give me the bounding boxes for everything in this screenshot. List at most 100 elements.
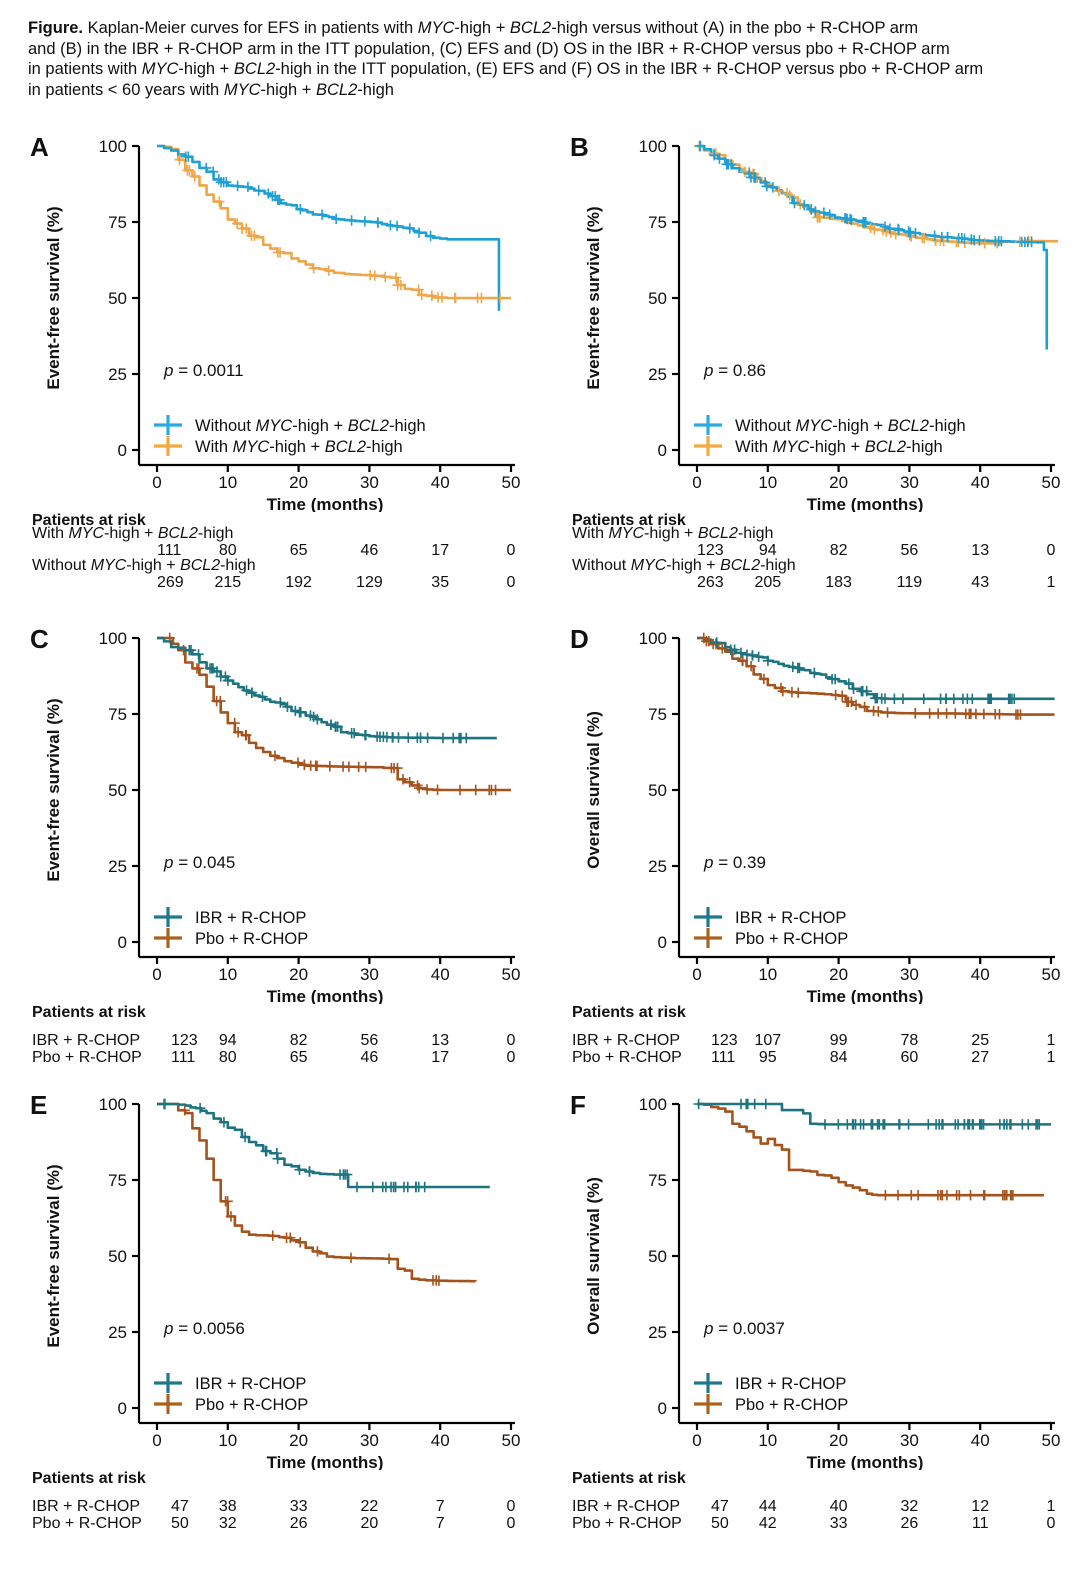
svg-text:Time (months): Time (months) <box>807 495 924 512</box>
svg-text:Pbo + R-CHOP: Pbo + R-CHOP <box>572 1049 682 1066</box>
svg-text:Event-free survival (%): Event-free survival (%) <box>44 1164 63 1347</box>
svg-text:50: 50 <box>502 473 521 492</box>
svg-text:50: 50 <box>711 1515 729 1532</box>
svg-text:20: 20 <box>829 473 848 492</box>
svg-text:46: 46 <box>361 542 379 559</box>
svg-text:Without MYC-high + BCL2-high: Without MYC-high + BCL2-high <box>32 557 256 574</box>
svg-text:Time (months): Time (months) <box>807 1453 924 1470</box>
svg-text:33: 33 <box>830 1515 848 1532</box>
svg-text:20: 20 <box>289 965 308 984</box>
svg-text:10: 10 <box>758 965 777 984</box>
svg-text:0: 0 <box>507 574 516 591</box>
svg-text:95: 95 <box>759 1049 777 1066</box>
svg-text:Event-free survival (%): Event-free survival (%) <box>44 698 63 881</box>
svg-text:17: 17 <box>431 1049 449 1066</box>
svg-text:38: 38 <box>219 1498 237 1515</box>
svg-text:50: 50 <box>648 289 667 308</box>
svg-text:50: 50 <box>648 1247 667 1266</box>
svg-text:F: F <box>570 1090 586 1120</box>
svg-text:100: 100 <box>99 1095 127 1114</box>
svg-text:20: 20 <box>361 1515 379 1532</box>
svg-text:25: 25 <box>108 365 127 384</box>
svg-text:0: 0 <box>118 441 127 460</box>
svg-text:1: 1 <box>1047 1498 1056 1515</box>
svg-text:D: D <box>570 624 589 654</box>
svg-text:75: 75 <box>108 705 127 724</box>
svg-text:20: 20 <box>289 1431 308 1450</box>
svg-text:Patients at risk: Patients at risk <box>572 1470 686 1487</box>
svg-text:40: 40 <box>971 1431 990 1450</box>
svg-text:Event-free survival (%): Event-free survival (%) <box>44 206 63 389</box>
svg-text:p = 0.0056: p = 0.0056 <box>163 1319 245 1338</box>
svg-text:Patients at risk: Patients at risk <box>32 1470 146 1487</box>
svg-text:30: 30 <box>900 1431 919 1450</box>
svg-text:99: 99 <box>830 1032 848 1049</box>
svg-text:40: 40 <box>830 1498 848 1515</box>
svg-text:60: 60 <box>901 1049 919 1066</box>
svg-text:0: 0 <box>692 965 701 984</box>
svg-text:0: 0 <box>118 933 127 952</box>
svg-text:Patients at risk: Patients at risk <box>572 1004 686 1021</box>
svg-text:40: 40 <box>431 1431 450 1450</box>
svg-text:E: E <box>30 1090 47 1120</box>
svg-text:13: 13 <box>971 542 989 559</box>
svg-text:50: 50 <box>171 1515 189 1532</box>
svg-text:84: 84 <box>830 1049 848 1066</box>
svg-text:20: 20 <box>829 1431 848 1450</box>
svg-text:50: 50 <box>108 1247 127 1266</box>
svg-text:32: 32 <box>901 1498 919 1515</box>
svg-text:0: 0 <box>692 473 701 492</box>
svg-text:0: 0 <box>658 441 667 460</box>
svg-text:123: 123 <box>711 1032 738 1049</box>
svg-text:123: 123 <box>171 1032 198 1049</box>
svg-text:IBR + R-CHOP: IBR + R-CHOP <box>32 1498 140 1515</box>
svg-text:0: 0 <box>1047 542 1056 559</box>
svg-text:75: 75 <box>108 1171 127 1190</box>
svg-text:10: 10 <box>218 1431 237 1450</box>
svg-text:With MYC-high + BCL2-high: With MYC-high + BCL2-high <box>735 438 943 456</box>
svg-text:12: 12 <box>971 1498 989 1515</box>
svg-text:Without MYC-high + BCL2-high: Without MYC-high + BCL2-high <box>195 417 426 435</box>
svg-text:50: 50 <box>1042 1431 1061 1450</box>
svg-text:78: 78 <box>901 1032 919 1049</box>
svg-text:1: 1 <box>1047 574 1056 591</box>
svg-text:With MYC-high + BCL2-high: With MYC-high + BCL2-high <box>195 438 403 456</box>
svg-text:65: 65 <box>290 1049 308 1066</box>
svg-text:25: 25 <box>648 857 667 876</box>
svg-text:With MYC-high + BCL2-high: With MYC-high + BCL2-high <box>572 525 773 542</box>
svg-text:56: 56 <box>901 542 919 559</box>
svg-text:215: 215 <box>214 574 241 591</box>
svg-text:10: 10 <box>218 965 237 984</box>
svg-text:IBR + R-CHOP: IBR + R-CHOP <box>572 1498 680 1515</box>
svg-text:IBR + R-CHOP: IBR + R-CHOP <box>195 1375 306 1393</box>
svg-text:263: 263 <box>697 574 724 591</box>
svg-text:75: 75 <box>108 213 127 232</box>
svg-text:IBR + R-CHOP: IBR + R-CHOP <box>735 909 846 927</box>
svg-text:7: 7 <box>436 1515 445 1532</box>
svg-text:32: 32 <box>219 1515 237 1532</box>
svg-text:129: 129 <box>356 574 383 591</box>
svg-text:26: 26 <box>290 1515 308 1532</box>
svg-text:Event-free survival (%): Event-free survival (%) <box>584 206 603 389</box>
svg-text:75: 75 <box>648 213 667 232</box>
svg-text:40: 40 <box>431 473 450 492</box>
svg-text:82: 82 <box>290 1032 308 1049</box>
svg-text:p = 0.86: p = 0.86 <box>703 361 766 380</box>
svg-text:26: 26 <box>901 1515 919 1532</box>
svg-text:B: B <box>570 132 589 162</box>
svg-text:27: 27 <box>971 1049 989 1066</box>
svg-text:50: 50 <box>648 781 667 800</box>
svg-text:111: 111 <box>711 1049 735 1066</box>
svg-text:30: 30 <box>900 965 919 984</box>
svg-text:100: 100 <box>99 137 127 156</box>
svg-text:With MYC-high + BCL2-high: With MYC-high + BCL2-high <box>32 525 233 542</box>
svg-text:A: A <box>30 132 49 162</box>
svg-text:p = 0.39: p = 0.39 <box>703 853 766 872</box>
svg-text:Pbo + R-CHOP: Pbo + R-CHOP <box>572 1515 682 1532</box>
svg-text:1: 1 <box>1047 1032 1056 1049</box>
svg-text:0: 0 <box>1047 1515 1056 1532</box>
svg-text:100: 100 <box>639 1095 667 1114</box>
svg-text:40: 40 <box>971 473 990 492</box>
svg-text:25: 25 <box>971 1032 989 1049</box>
svg-text:75: 75 <box>648 705 667 724</box>
